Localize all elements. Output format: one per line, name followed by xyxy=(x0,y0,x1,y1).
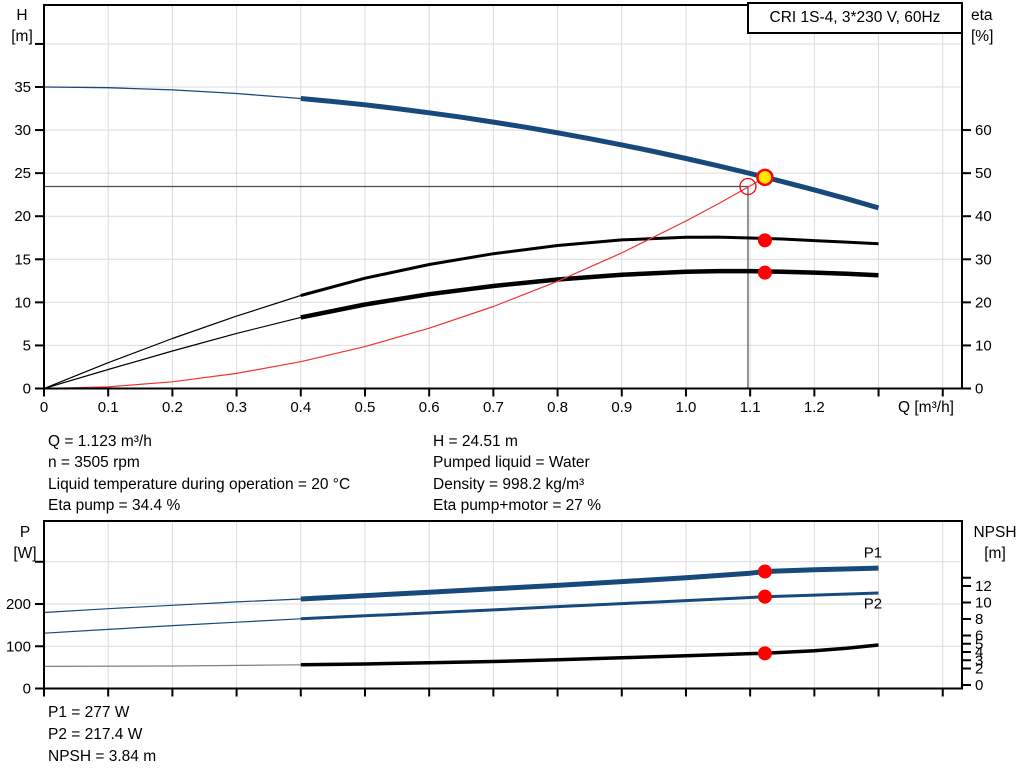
svg-text:10: 10 xyxy=(975,595,992,612)
system-curve-curve xyxy=(43,176,766,390)
eta-axis-label: eta [%] xyxy=(971,5,1019,47)
p1-curve xyxy=(300,565,879,602)
duty-head-text: H = 24.51 m xyxy=(433,433,518,450)
svg-text:40: 40 xyxy=(975,208,992,225)
p-axis-label-symbol: P xyxy=(19,524,31,541)
series-label-p2: P2 xyxy=(864,596,882,613)
npsh-value-text: NPSH = 3.84 m xyxy=(48,748,157,765)
svg-text:10: 10 xyxy=(975,337,992,354)
svg-text:0: 0 xyxy=(23,381,31,398)
svg-text:0: 0 xyxy=(975,677,983,694)
svg-text:200: 200 xyxy=(6,596,31,613)
head-eta-chart: 0 0.1 0.2 0.3 0.4 0.5 0.6 0.7 0.8 0.9 1.0 1.1 1.2 0 5 1… xyxy=(14,4,992,416)
svg-text:20: 20 xyxy=(14,208,31,225)
p-axis-label: P [W] xyxy=(5,522,45,564)
eta-axis-label-symbol: eta xyxy=(971,7,993,24)
svg-text:5: 5 xyxy=(975,636,983,653)
pumped-liquid-text: Pumped liquid = Water xyxy=(433,454,590,471)
svg-text:5: 5 xyxy=(23,337,31,354)
p1-value-text: P1 = 277 W xyxy=(48,704,130,721)
svg-text:25: 25 xyxy=(14,165,31,182)
svg-text:30: 30 xyxy=(975,251,992,268)
series-label-p1: P1 xyxy=(864,544,882,561)
npsh-axis-label-symbol: NPSH xyxy=(973,524,1017,541)
q-axis-label: Q [m³/h] xyxy=(898,399,954,416)
plot-frame xyxy=(43,520,963,690)
svg-text:20: 20 xyxy=(975,294,992,311)
p2-curve xyxy=(300,591,879,621)
svg-text:15: 15 xyxy=(14,251,31,268)
chart-title-box: CRI 1S-4, 3*230 V, 60Hz xyxy=(747,2,963,34)
eta-pump-curve xyxy=(300,235,879,297)
liquid-temperature-text: Liquid temperature during operation = 20… xyxy=(48,476,351,493)
plot-frame xyxy=(43,4,963,390)
svg-text:12: 12 xyxy=(975,578,992,595)
svg-text:1.2: 1.2 xyxy=(804,399,825,416)
axis-ticks: 0 0.1 0.2 0.3 0.4 0.5 0.6 0.7 0.8 0.9 1.0 1.1 1.2 0 5 1… xyxy=(14,42,992,416)
npsh-axis-label: NPSH [m] xyxy=(966,522,1024,564)
svg-text:0: 0 xyxy=(40,399,48,416)
svg-text:100: 100 xyxy=(6,638,31,655)
p1-duty-dot xyxy=(757,564,772,579)
gridlines xyxy=(44,5,962,389)
npsh-duty-dot xyxy=(757,646,772,661)
p-axis-label-unit: [W] xyxy=(13,545,37,562)
svg-text:3: 3 xyxy=(975,652,983,669)
p2-thin-curve xyxy=(43,618,301,634)
svg-text:0.7: 0.7 xyxy=(483,399,504,416)
svg-text:1.1: 1.1 xyxy=(740,399,761,416)
svg-text:8: 8 xyxy=(975,611,983,628)
svg-text:4: 4 xyxy=(975,644,983,661)
h-axis-label-symbol: H xyxy=(16,7,28,24)
eta-pump-motor-duty-dot xyxy=(757,265,772,280)
eta-pump-thin-curve xyxy=(43,294,301,390)
svg-text:0.4: 0.4 xyxy=(290,399,311,416)
eta-pump-motor-text: Eta pump+motor = 27 % xyxy=(433,497,602,514)
eta-pump-text: Eta pump = 34.4 % xyxy=(48,497,181,514)
h-axis-label-unit: [m] xyxy=(11,28,33,45)
head-curve-thin-curve xyxy=(43,86,301,100)
eta-axis-label-unit: [%] xyxy=(971,28,994,45)
head-curve-curve xyxy=(300,96,880,211)
eta-pump-duty-dot xyxy=(757,233,772,248)
requested-duty-point xyxy=(739,177,757,196)
duty-speed-text: n = 3505 rpm xyxy=(48,454,140,471)
density-text: Density = 998.2 kg/m³ xyxy=(433,476,585,493)
eta-pump-motor-thin-curve xyxy=(43,316,301,390)
p2-duty-dot xyxy=(757,589,772,604)
svg-text:50: 50 xyxy=(975,165,992,182)
svg-text:0.9: 0.9 xyxy=(611,399,632,416)
npsh-axis-label-unit: [m] xyxy=(984,545,1006,562)
svg-text:0: 0 xyxy=(23,681,31,698)
svg-text:0.6: 0.6 xyxy=(419,399,440,416)
svg-text:0.3: 0.3 xyxy=(226,399,247,416)
svg-text:35: 35 xyxy=(14,79,31,96)
npsh-curve xyxy=(300,643,879,667)
duty-crosshair xyxy=(44,185,749,389)
svg-text:1.0: 1.0 xyxy=(676,399,697,416)
svg-text:0.1: 0.1 xyxy=(98,399,119,416)
eta-pump-motor-curve xyxy=(300,268,879,320)
duty-flow-text: Q = 1.123 m³/h xyxy=(48,433,152,450)
svg-text:10: 10 xyxy=(14,294,31,311)
npsh-thin-curve xyxy=(43,664,301,667)
svg-text:2: 2 xyxy=(975,661,983,678)
svg-text:6: 6 xyxy=(975,628,983,645)
svg-text:0.5: 0.5 xyxy=(355,399,376,416)
p2-value-text: P2 = 217.4 W xyxy=(48,726,143,743)
svg-text:0: 0 xyxy=(975,381,983,398)
p1-thin-curve xyxy=(43,598,301,614)
svg-text:0.2: 0.2 xyxy=(162,399,183,416)
h-axis-label: H [m] xyxy=(2,5,42,47)
duty-point xyxy=(756,168,774,187)
svg-text:60: 60 xyxy=(975,122,992,139)
svg-text:0.8: 0.8 xyxy=(547,399,568,416)
svg-text:30: 30 xyxy=(14,122,31,139)
